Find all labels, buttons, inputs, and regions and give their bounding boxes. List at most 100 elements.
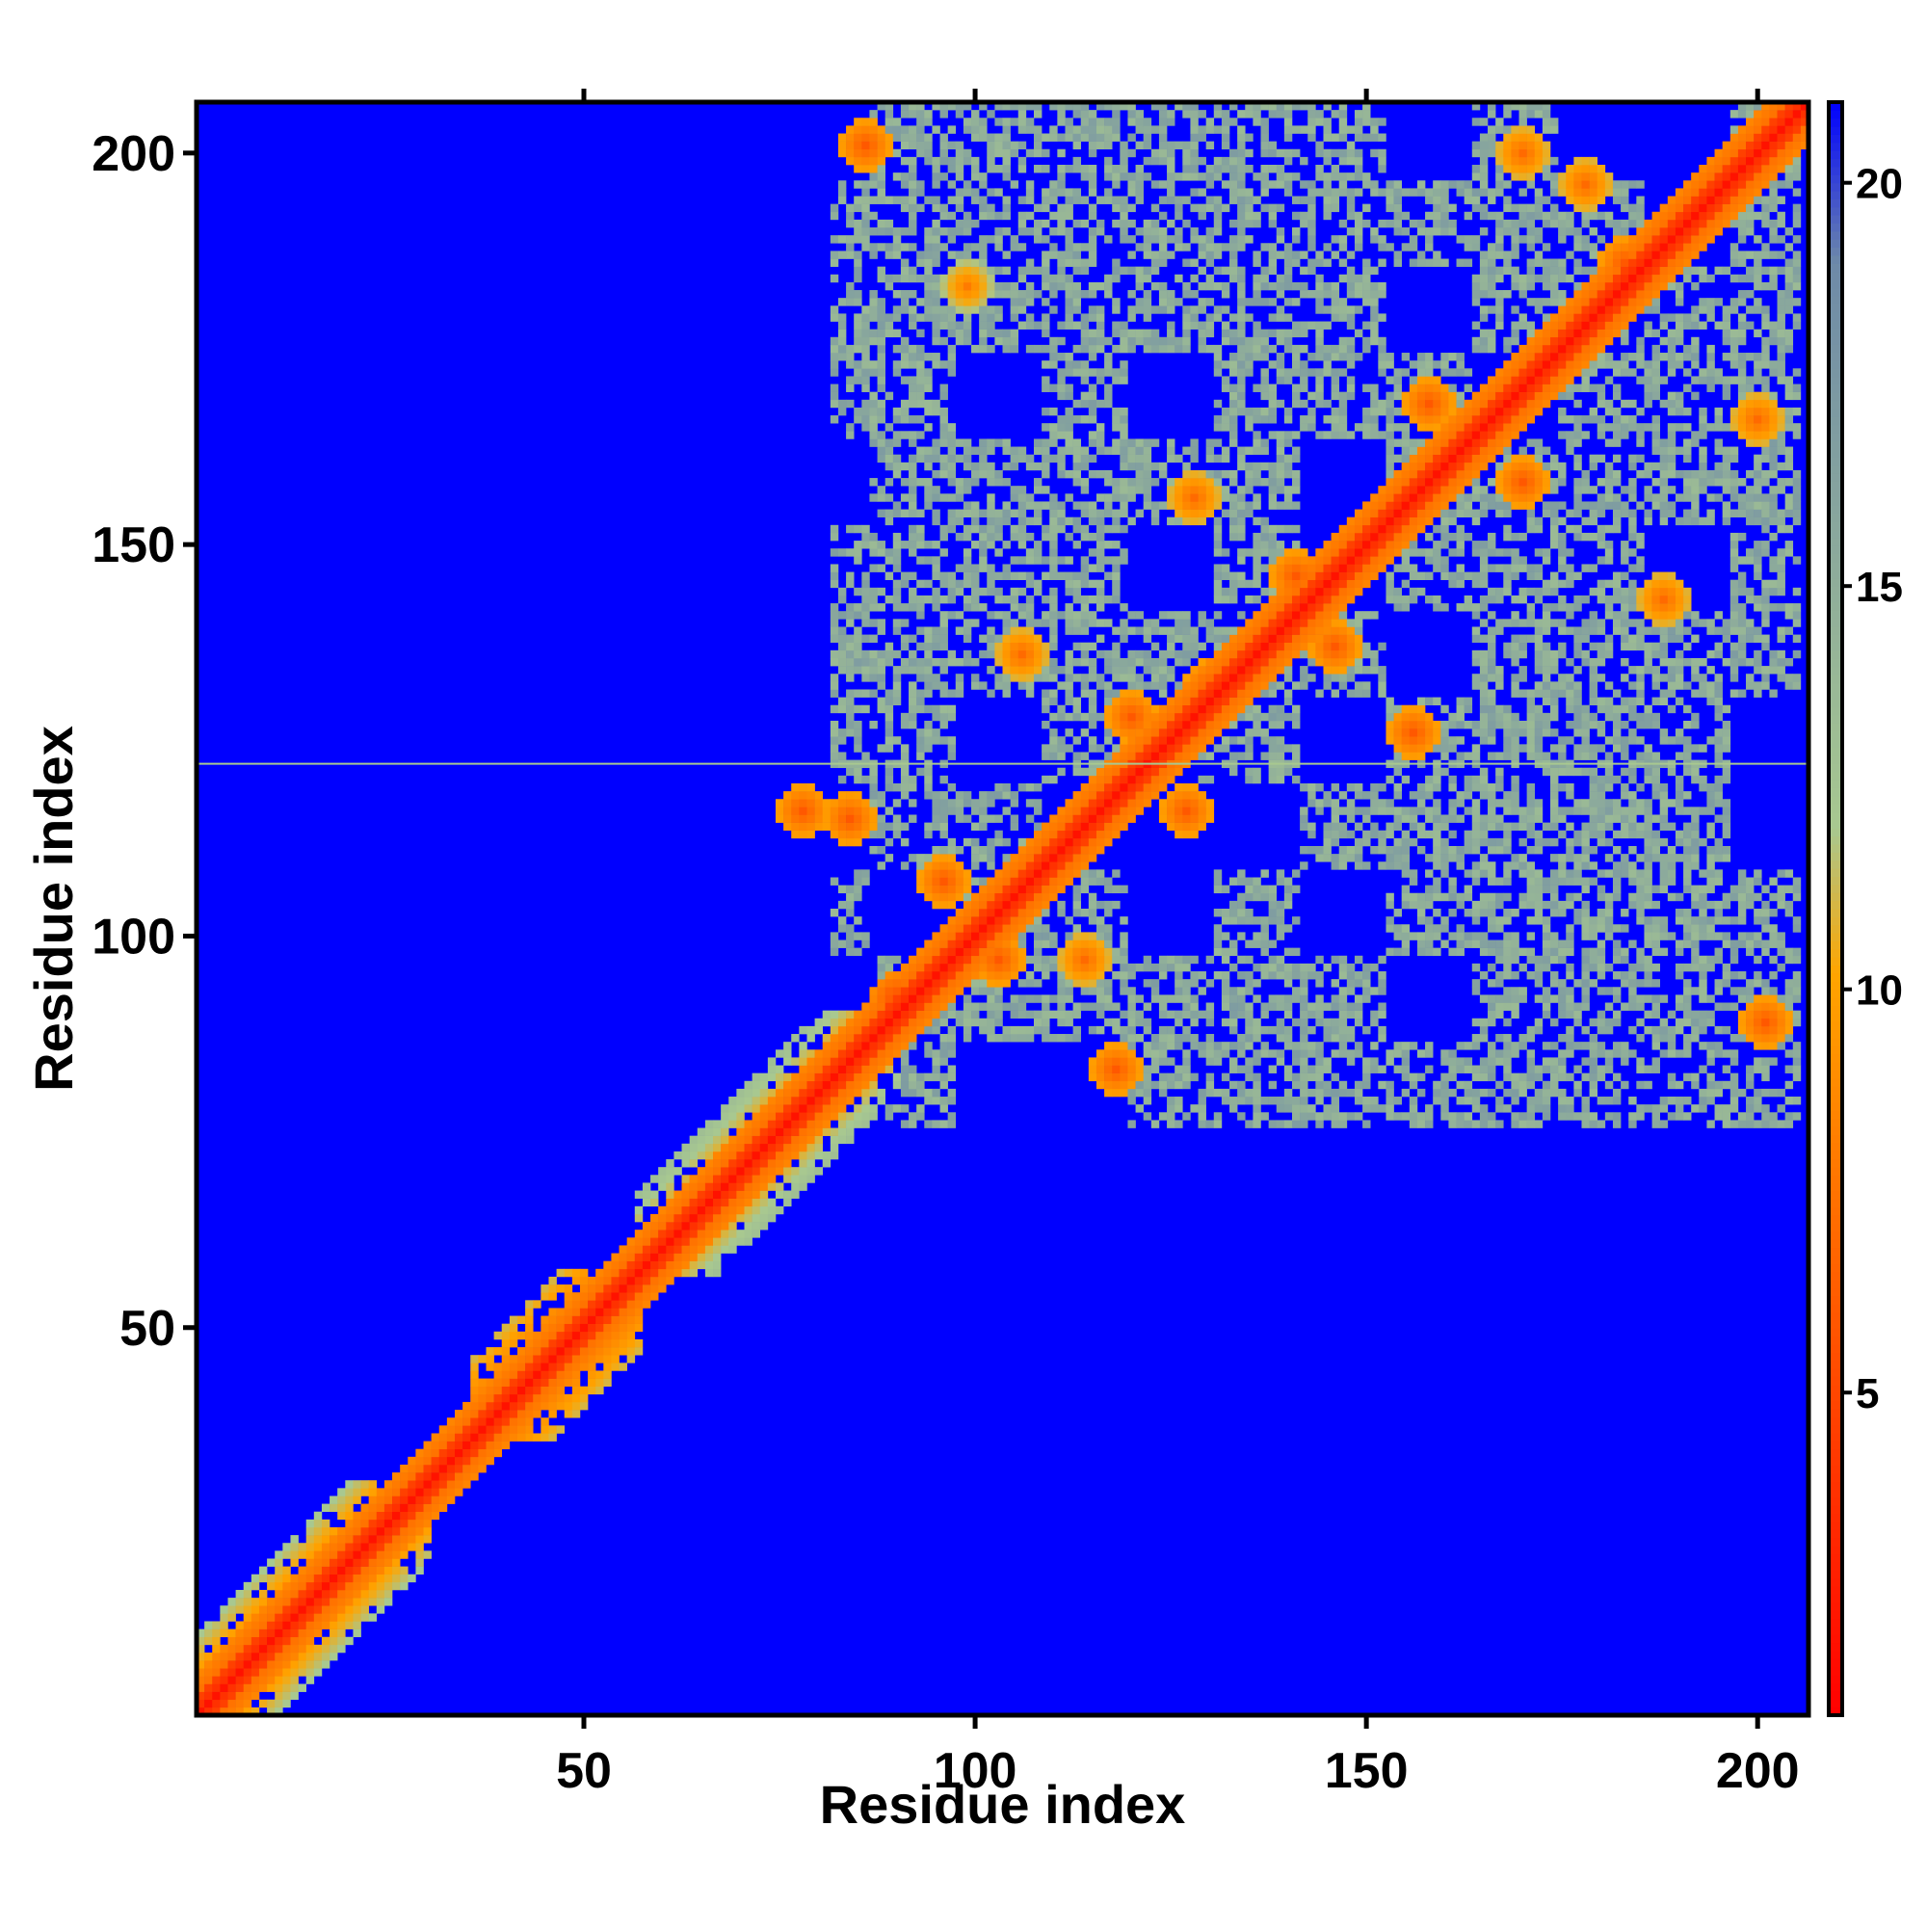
heatmap-cell xyxy=(1205,807,1215,815)
heatmap-cell xyxy=(728,1190,737,1199)
heatmap-cell xyxy=(619,1276,627,1285)
heatmap-cell xyxy=(1049,454,1058,463)
heatmap-cell xyxy=(892,626,902,635)
heatmap-cell xyxy=(814,1057,824,1066)
heatmap-cell xyxy=(783,1127,792,1136)
heatmap-cell xyxy=(900,227,910,236)
heatmap-cell xyxy=(987,626,995,635)
heatmap-cell xyxy=(1143,1097,1152,1105)
heatmap-cell xyxy=(423,1511,432,1521)
heatmap-cell xyxy=(1104,814,1113,823)
heatmap-cell xyxy=(197,1652,205,1661)
heatmap-cell xyxy=(1033,830,1043,839)
heatmap-cell xyxy=(1158,227,1168,236)
heatmap-cell xyxy=(877,955,885,965)
heatmap-cell xyxy=(830,344,839,354)
heatmap-cell xyxy=(971,165,980,173)
heatmap-cell xyxy=(1010,674,1019,682)
heatmap-cell xyxy=(869,1042,878,1050)
heatmap-cell xyxy=(1158,148,1168,158)
heatmap-cell xyxy=(1095,837,1105,847)
heatmap-cell xyxy=(1049,869,1058,878)
heatmap-cell xyxy=(1112,799,1121,807)
heatmap-cell xyxy=(775,1159,784,1168)
heatmap-cell xyxy=(947,987,957,995)
heatmap-cell xyxy=(1198,697,1206,706)
heatmap-cell xyxy=(971,219,980,228)
heatmap-cell xyxy=(1205,165,1215,173)
heatmap-cell xyxy=(1065,415,1073,424)
heatmap-cell xyxy=(1072,845,1082,855)
heatmap-cell xyxy=(1127,1072,1136,1082)
heatmap-cell xyxy=(924,987,933,995)
heatmap-cell xyxy=(1065,697,1073,706)
heatmap-cell xyxy=(462,1433,471,1442)
heatmap-cell xyxy=(932,1088,940,1098)
heatmap-cell xyxy=(438,1503,448,1513)
heatmap-cell xyxy=(1042,329,1050,338)
heatmap-cell xyxy=(869,180,878,189)
heatmap-cell xyxy=(1198,1097,1206,1105)
heatmap-cell xyxy=(1158,344,1168,354)
heatmap-cell xyxy=(861,877,870,886)
heatmap-cell xyxy=(313,1519,323,1528)
heatmap-cell xyxy=(1112,1057,1121,1066)
heatmap-cell xyxy=(1104,767,1113,777)
heatmap-cell xyxy=(744,1088,752,1098)
heatmap-cell xyxy=(939,462,948,471)
heatmap-cell xyxy=(916,1002,925,1011)
heatmap-cell xyxy=(924,854,933,862)
heatmap-cell xyxy=(1033,642,1043,651)
heatmap-cell xyxy=(1095,329,1105,338)
heatmap-cell xyxy=(767,1057,777,1066)
heatmap-cell xyxy=(987,877,995,886)
heatmap-cell xyxy=(1057,281,1066,291)
heatmap-cell xyxy=(869,548,878,557)
heatmap-cell xyxy=(392,1519,401,1528)
heatmap-cell xyxy=(955,258,964,267)
heatmap-cell xyxy=(1198,689,1206,698)
heatmap-cell xyxy=(1205,493,1215,502)
heatmap-cell xyxy=(932,642,940,651)
heatmap-cell xyxy=(869,118,878,126)
heatmap-cell xyxy=(470,1425,479,1434)
heatmap-cell xyxy=(979,845,988,855)
heatmap-cell xyxy=(556,1315,565,1324)
heatmap-cell xyxy=(1010,963,1019,972)
heatmap-cell xyxy=(704,1135,714,1145)
heatmap-cell xyxy=(744,1205,752,1215)
heatmap-cell xyxy=(1010,587,1019,596)
heatmap-cell xyxy=(1198,110,1206,119)
heatmap-cell xyxy=(1182,979,1191,988)
heatmap-cell xyxy=(548,1370,557,1379)
heatmap-cell xyxy=(759,1135,769,1145)
heatmap-cell xyxy=(799,822,807,832)
heatmap-cell xyxy=(924,148,933,158)
heatmap-cell xyxy=(963,940,972,948)
heatmap-cell xyxy=(1065,368,1073,377)
heatmap-cell xyxy=(939,148,948,158)
heatmap-cell xyxy=(846,1097,855,1105)
heatmap-cell xyxy=(932,955,940,965)
heatmap-cell xyxy=(1120,556,1128,565)
heatmap-cell xyxy=(1042,133,1050,142)
heatmap-cell xyxy=(744,1159,752,1168)
heatmap-cell xyxy=(1190,469,1199,479)
heatmap-cell xyxy=(869,478,878,487)
heatmap-cell xyxy=(877,814,885,823)
heatmap-cell xyxy=(979,1025,988,1035)
heatmap-cell xyxy=(353,1550,361,1559)
heatmap-cell xyxy=(1072,141,1082,150)
heatmap-cell xyxy=(837,657,847,667)
heatmap-cell xyxy=(1127,744,1136,753)
heatmap-cell xyxy=(1190,807,1199,815)
heatmap-cell xyxy=(1033,556,1043,565)
heatmap-cell xyxy=(509,1370,518,1379)
heatmap-cell xyxy=(1065,556,1073,565)
heatmap-cell xyxy=(1095,619,1105,627)
heatmap-cell xyxy=(1017,571,1027,580)
heatmap-cell xyxy=(415,1566,424,1575)
heatmap-cell xyxy=(939,626,948,635)
heatmap-cell xyxy=(916,1088,925,1098)
